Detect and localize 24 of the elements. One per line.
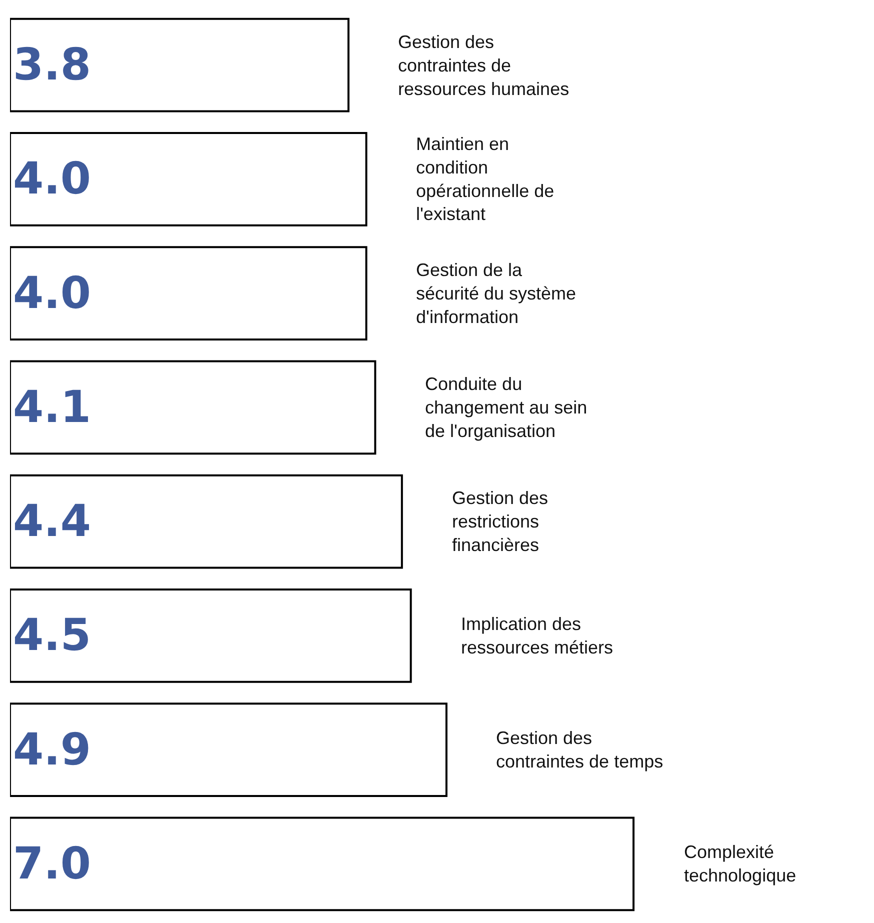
- data-label: 4.4: [13, 496, 91, 548]
- bar: [10, 360, 376, 455]
- data-label: 3.8: [13, 40, 91, 91]
- bar: [10, 816, 635, 912]
- data-label: 7.0: [13, 838, 91, 890]
- bar: [10, 702, 448, 798]
- data-label: 4.9: [13, 724, 91, 776]
- data-label: 4.0: [13, 154, 91, 205]
- data-label: 4.5: [13, 610, 91, 662]
- bar: [10, 18, 350, 112]
- bar: [10, 588, 412, 683]
- data-label: 4.0: [13, 268, 91, 319]
- y-tick-label: Conduite du changement au sein de l'organisation: [425, 374, 588, 441]
- bar: [10, 246, 368, 341]
- y-tick-label: Gestion de la sécurité du système d'information: [416, 260, 576, 327]
- y-tick-label: Maintien en condition opérationnelle de l'existant: [416, 134, 554, 224]
- y-tick-label: Complexité technologique: [684, 842, 796, 886]
- y-tick-label: Gestion des restrictions financières: [452, 488, 548, 555]
- data-label: 4.1: [13, 382, 91, 433]
- bar: [10, 132, 368, 226]
- y-tick-label: Gestion des contraintes de ressources humaines: [398, 32, 570, 99]
- bar: [10, 474, 403, 569]
- y-tick-label: Implication des ressources métiers: [461, 614, 614, 658]
- y-tick-label: Gestion des contraintes de temps: [496, 728, 664, 772]
